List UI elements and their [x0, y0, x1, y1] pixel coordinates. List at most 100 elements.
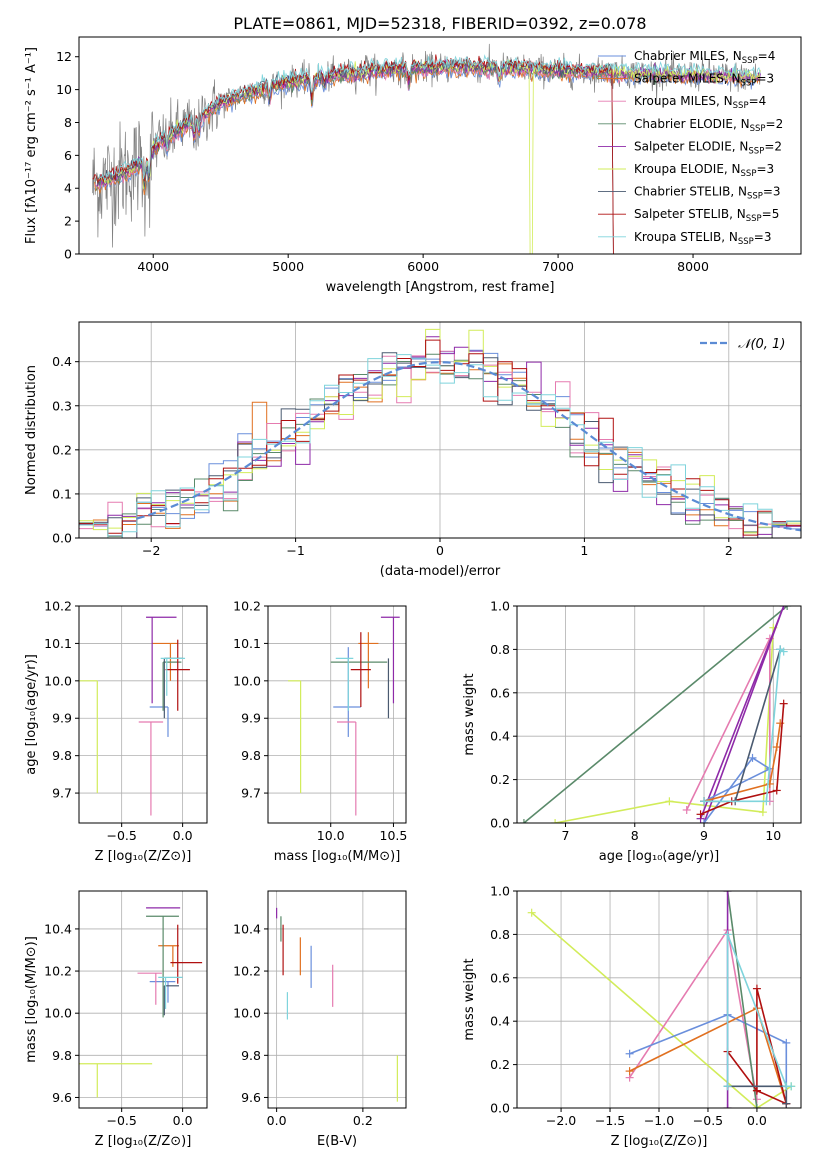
y-tick-label: 6 [64, 148, 72, 163]
weight-series-line [531, 912, 792, 1108]
y-tick-label: 0.0 [490, 1101, 510, 1116]
plot-area [288, 616, 400, 816]
legend-label: Chabrier MILES, NSSP=4 [634, 49, 775, 66]
grid-lines [268, 605, 406, 823]
y-tick-label: 10.1 [44, 636, 72, 651]
residuals-panel: −2 −1 0 1 2 0.0 0.1 0.2 0.3 0.4 (data-model)/error… [24, 321, 802, 579]
weight-marker [779, 699, 788, 708]
error-bar-point [162, 661, 182, 711]
weight-marker [779, 606, 788, 610]
grid-lines [268, 891, 406, 1108]
x-axis-label: Z [log₁₀(Z/Z⊙)] [611, 1134, 708, 1149]
weight-marker [762, 797, 771, 806]
grid-lines [79, 891, 207, 1108]
x-axis-label: Z [log₁₀(Z/Z⊙)] [95, 849, 192, 864]
x-tick-label: 4000 [137, 259, 169, 274]
error-bar-point [158, 945, 179, 967]
x-tick-label: 7 [562, 828, 570, 843]
y-tick-label: 8 [64, 115, 72, 130]
x-tick-label: 8000 [677, 259, 709, 274]
x-tick-label: −1.0 [644, 1113, 674, 1128]
x-axis-label: age [log₁₀(age/yr)] [599, 849, 720, 864]
y-axis-label: Flux [fλ10⁻¹⁷ erg cm⁻² s⁻¹ A⁻¹] [24, 47, 39, 244]
error-bar-point [163, 985, 179, 1016]
weight-marker [779, 647, 788, 656]
weight-vs-metallicity-panel: −2.0 −1.5 −1.0 −0.5 0.0 0.0 0.2 0.4 0.6 0.8 1.0 Z [… [462, 884, 802, 1149]
plot-area [519, 606, 792, 823]
age-vs-mass-panel: 10.0 10.5 9.7 9.8 9.9 10.0 10.1 10.2 mass [log₁₀… [233, 599, 407, 865]
y-tick-label: 0.0 [490, 816, 510, 831]
y-tick-label: 4 [64, 181, 72, 196]
weight-marker [700, 819, 709, 823]
legend-label: Chabrier ELODIE, NSSP=2 [634, 117, 783, 134]
y-tick-label: 9.7 [52, 786, 72, 801]
y-tick-label: 10.0 [44, 673, 72, 688]
y-tick-label: 0.0 [52, 531, 72, 546]
y-tick-label: 10.2 [44, 599, 72, 614]
legend-label: Kroupa STELIB, NSSP=3 [634, 230, 772, 247]
y-tick-label: 10.0 [233, 1006, 261, 1021]
legend-label: Chabrier STELIB, NSSP=3 [634, 185, 781, 202]
y-tick-label: 0.8 [490, 927, 510, 942]
axes-border [267, 605, 407, 824]
weight-marker [783, 606, 792, 610]
plot-area [527, 891, 796, 1108]
y-tick-label: 10.4 [44, 921, 72, 936]
y-tick-label: 0.2 [490, 772, 510, 787]
error-bar-point [335, 657, 354, 711]
x-axis-label: Z [log₁₀(Z/Z⊙)] [95, 1134, 192, 1149]
error-bar-point [288, 680, 302, 794]
legend-label: Kroupa ELODIE, NSSP=3 [634, 162, 774, 179]
y-tick-label: 9.8 [52, 748, 72, 763]
mass-vs-metallicity-panel: −0.5 0.0 9.6 9.8 10.0 10.2 10.4 Z [log₁₀(Z/Z⊙)]… [24, 890, 208, 1149]
y-tick-label: 10.0 [44, 1006, 72, 1021]
y-axis-label: mass weight [462, 958, 477, 1040]
axes-border [78, 36, 802, 255]
weight-marker [519, 819, 528, 823]
error-bar-point [149, 980, 176, 1003]
y-tick-label: 0.1 [52, 486, 72, 501]
weight-marker [752, 984, 761, 993]
y-axis-label: mass weight [462, 673, 477, 755]
error-bar-point [350, 632, 371, 708]
x-tick-label: −2.0 [546, 1113, 576, 1128]
plot-area [79, 328, 801, 538]
y-tick-label: 10.1 [233, 636, 261, 651]
y-tick-label: 9.8 [241, 748, 261, 763]
axes-border [78, 890, 208, 1109]
x-tick-label: −1.5 [595, 1113, 625, 1128]
weight-series-line [703, 723, 781, 803]
error-bar-point [79, 1063, 153, 1098]
axes-frame: 7 8 9 10 0.0 0.2 0.4 0.6 0.8 1.0 age [log₁₀(age/yr… [462, 599, 802, 864]
legend: 𝒩(0, 1) [700, 337, 785, 352]
normal-curve [136, 361, 801, 532]
x-tick-label: −2 [142, 543, 160, 558]
axes-border [78, 605, 208, 824]
y-tick-label: 9.9 [52, 711, 72, 726]
y-tick-label: 0.8 [490, 642, 510, 657]
axes-border [267, 890, 407, 1109]
weight-marker [723, 891, 732, 895]
error-bar-point [149, 706, 169, 737]
weight-marker [700, 797, 709, 806]
x-tick-label: 10 [765, 828, 781, 843]
x-tick-label: −0.5 [106, 828, 136, 843]
y-tick-label: 0.6 [490, 685, 510, 700]
axes-frame: 4000 5000 6000 7000 8000 0 2 4 6 8 10 12 wavelength … [24, 36, 802, 295]
y-tick-label: 0.2 [490, 1057, 510, 1072]
plot-area [79, 907, 203, 1098]
y-tick-label: 10.0 [233, 673, 261, 688]
y-tick-label: 0.4 [490, 729, 510, 744]
y-tick-label: 9.7 [241, 786, 261, 801]
axes-frame: 10.0 10.5 9.7 9.8 9.9 10.0 10.1 10.2 mass [log₁₀… [233, 599, 407, 865]
y-tick-label: 9.6 [241, 1090, 261, 1105]
x-tick-label: 0.0 [267, 1113, 287, 1128]
weight-marker [782, 1038, 791, 1047]
legend-label: 𝒩(0, 1) [738, 337, 785, 352]
x-tick-label: 8 [631, 828, 639, 843]
weight-series-line [704, 648, 785, 803]
x-tick-label: 10.5 [380, 828, 408, 843]
error-bar-point [79, 680, 98, 794]
weight-marker [765, 779, 774, 788]
weight-marker [752, 1086, 761, 1095]
